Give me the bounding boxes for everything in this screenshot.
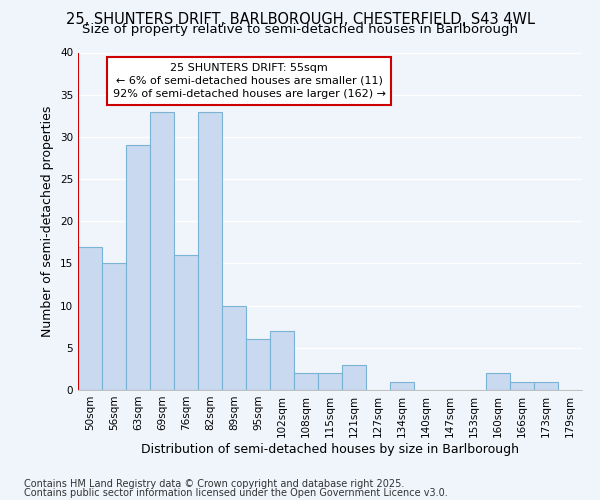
Bar (246, 340, 270, 390)
Text: Contains public sector information licensed under the Open Government Licence v3: Contains public sector information licen… (24, 488, 448, 498)
Text: Contains HM Land Registry data © Crown copyright and database right 2025.: Contains HM Land Registry data © Crown c… (24, 479, 404, 489)
Bar (270, 331, 294, 390)
Bar (342, 364, 366, 390)
Bar (78, 246, 102, 390)
X-axis label: Distribution of semi-detached houses by size in Barlborough: Distribution of semi-detached houses by … (141, 442, 519, 456)
Text: Size of property relative to semi-detached houses in Barlborough: Size of property relative to semi-detach… (82, 22, 518, 36)
Bar (126, 146, 150, 390)
Bar (318, 373, 342, 390)
Bar (174, 255, 198, 390)
Y-axis label: Number of semi-detached properties: Number of semi-detached properties (41, 106, 55, 337)
Bar (390, 382, 414, 390)
Bar (486, 373, 510, 390)
Text: 25 SHUNTERS DRIFT: 55sqm
← 6% of semi-detached houses are smaller (11)
92% of se: 25 SHUNTERS DRIFT: 55sqm ← 6% of semi-de… (113, 62, 386, 99)
Bar (534, 382, 558, 390)
Bar (294, 373, 318, 390)
Bar (510, 382, 534, 390)
Bar (222, 306, 246, 390)
Text: 25, SHUNTERS DRIFT, BARLBOROUGH, CHESTERFIELD, S43 4WL: 25, SHUNTERS DRIFT, BARLBOROUGH, CHESTER… (65, 12, 535, 28)
Bar (102, 264, 126, 390)
Bar (150, 112, 174, 390)
Bar (198, 112, 222, 390)
